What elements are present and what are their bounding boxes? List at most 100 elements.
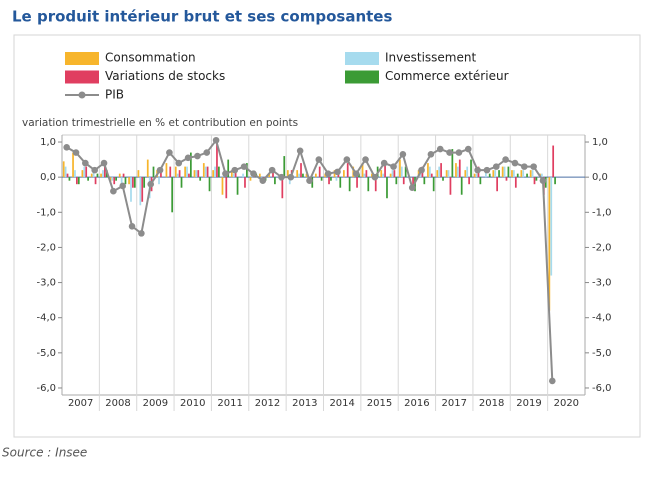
pib-marker xyxy=(539,177,547,184)
pib-marker xyxy=(474,166,481,174)
bar xyxy=(395,177,398,185)
bar xyxy=(94,177,97,185)
x-tick-label: 2007 xyxy=(68,398,93,409)
legend-swatch xyxy=(65,70,99,84)
bar xyxy=(113,177,116,185)
bar xyxy=(122,173,125,178)
legend-label: PIB xyxy=(105,88,124,102)
bar xyxy=(104,166,106,178)
bar xyxy=(227,159,230,178)
bar xyxy=(130,177,132,202)
bar xyxy=(111,177,114,181)
bar xyxy=(258,173,261,178)
bar xyxy=(62,161,65,178)
pib-marker xyxy=(128,223,136,230)
x-tick-label: 2011 xyxy=(217,398,242,409)
pib-marker xyxy=(446,149,453,156)
y-tick-label: -3,0 xyxy=(36,278,56,289)
bar xyxy=(216,138,218,178)
pib-marker xyxy=(334,168,341,176)
bar xyxy=(412,177,414,188)
bar xyxy=(533,177,536,185)
bar xyxy=(513,170,515,178)
bar xyxy=(206,166,209,178)
bar xyxy=(356,177,358,188)
pib-marker xyxy=(91,166,98,174)
legend-swatch xyxy=(65,52,99,65)
bar xyxy=(337,173,340,178)
bar xyxy=(348,177,351,192)
pib-marker xyxy=(296,147,304,155)
bar xyxy=(242,173,244,178)
bar xyxy=(169,166,172,178)
bar xyxy=(87,177,89,181)
bar xyxy=(174,166,177,178)
pib-marker xyxy=(110,187,117,195)
bar xyxy=(300,163,302,178)
bar xyxy=(371,173,373,178)
bar xyxy=(81,170,84,178)
pib-marker xyxy=(324,170,332,177)
x-tick-label: 2020 xyxy=(554,398,579,409)
pib-marker xyxy=(63,143,70,151)
y2-tick-label: -4,0 xyxy=(592,313,612,324)
bar xyxy=(274,177,276,185)
bar xyxy=(230,170,233,178)
bar xyxy=(485,170,487,178)
pib-marker xyxy=(147,180,155,188)
pib-marker xyxy=(511,159,519,167)
bar xyxy=(268,173,271,178)
pib-marker xyxy=(464,145,472,153)
bar xyxy=(85,166,88,178)
bar xyxy=(526,173,528,178)
pib-marker xyxy=(82,159,89,167)
legend-label: Commerce extérieur xyxy=(385,69,509,83)
bar xyxy=(77,177,80,185)
pib-marker xyxy=(119,182,127,190)
bar xyxy=(286,170,289,178)
bar xyxy=(432,177,435,192)
bar xyxy=(298,173,300,178)
bar xyxy=(141,177,144,202)
bar xyxy=(516,173,519,178)
bar xyxy=(92,170,95,178)
x-tick-label: 2014 xyxy=(329,398,354,409)
bar xyxy=(511,170,513,178)
bar xyxy=(529,170,532,178)
pib-marker xyxy=(362,156,369,163)
pib-marker xyxy=(371,173,379,181)
bar xyxy=(427,163,429,178)
pib-marker xyxy=(72,149,80,156)
bar xyxy=(335,177,338,181)
bar xyxy=(90,173,93,178)
bar xyxy=(66,173,69,178)
bar xyxy=(352,166,355,178)
x-tick-label: 2013 xyxy=(292,398,317,409)
bar xyxy=(132,177,134,188)
pib-marker xyxy=(418,166,425,174)
bar xyxy=(305,173,308,178)
bar xyxy=(455,163,457,178)
y2-tick-label: -3,0 xyxy=(592,278,612,289)
bar xyxy=(535,177,538,181)
bar xyxy=(520,170,523,178)
x-tick-label: 2019 xyxy=(516,398,541,409)
bar xyxy=(324,173,327,178)
bar xyxy=(460,177,463,195)
pib-marker xyxy=(184,154,192,162)
bar xyxy=(442,177,444,181)
y2-tick-label: -2,0 xyxy=(592,242,612,253)
bar xyxy=(120,177,123,185)
bar xyxy=(554,177,556,185)
bar xyxy=(234,170,237,178)
bar xyxy=(475,173,478,178)
x-tick-label: 2017 xyxy=(442,398,467,409)
pib-marker xyxy=(520,163,528,170)
bar xyxy=(333,170,336,178)
bar xyxy=(171,177,174,213)
pib-marker xyxy=(231,166,239,174)
bar xyxy=(507,166,510,178)
bar xyxy=(236,177,239,195)
bar xyxy=(380,170,383,178)
